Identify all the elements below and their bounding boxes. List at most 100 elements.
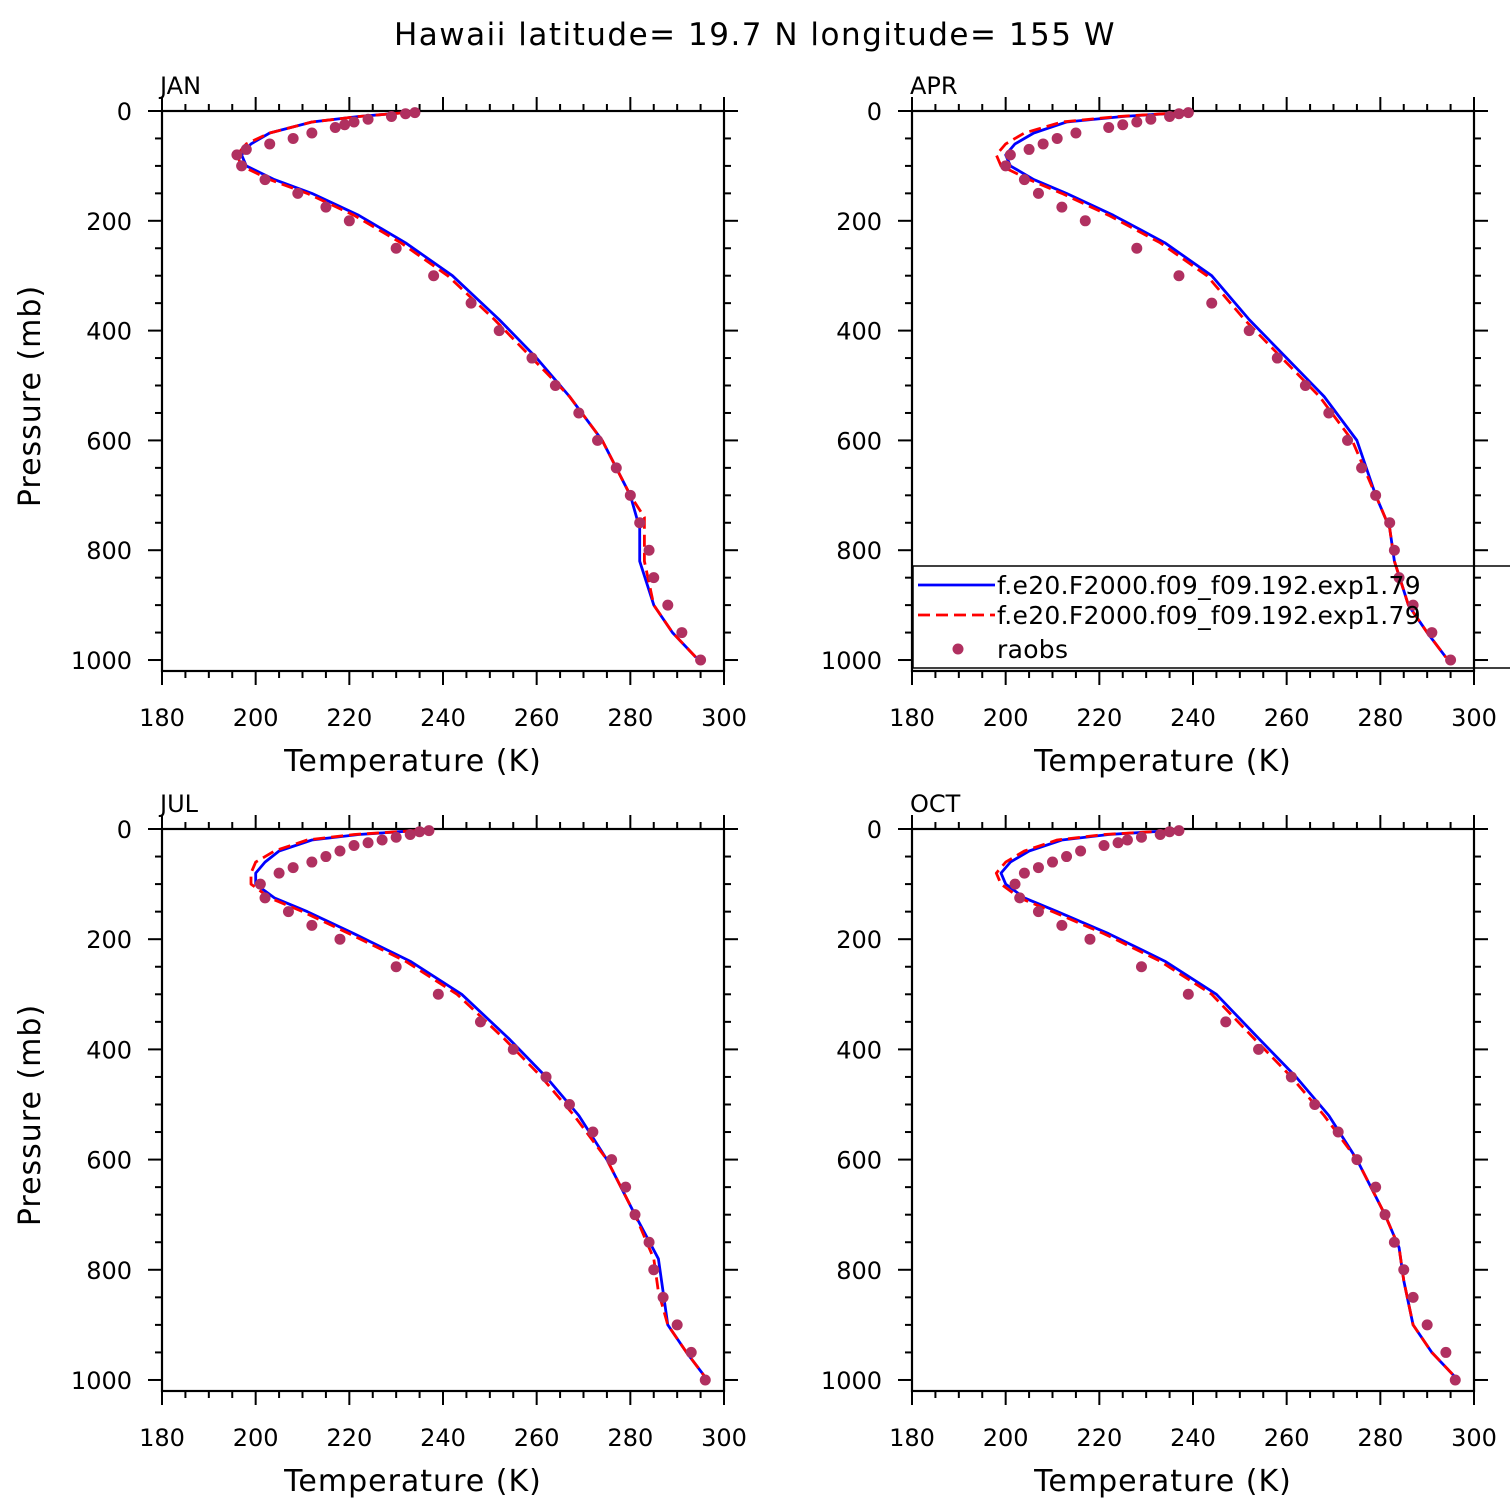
plot-frame — [160, 109, 726, 673]
panel-label: OCT — [910, 790, 961, 818]
raobs-point — [1014, 892, 1026, 904]
raobs-point — [1342, 434, 1354, 446]
chart-panel-jul: JUL 180 200 220 240 260 280 300 0 200 400 600 800 100… — [13, 790, 747, 1499]
x-tick-label: 200 — [983, 1424, 1029, 1452]
raobs-point — [1075, 845, 1087, 857]
raobs-point — [526, 352, 538, 364]
raobs-point — [1131, 242, 1143, 254]
raobs-point — [1018, 867, 1030, 879]
raobs-point — [1135, 831, 1147, 843]
raobs-point — [549, 380, 561, 392]
raobs-point — [1271, 352, 1283, 364]
series-line-dashed — [994, 829, 1457, 1379]
raobs-point — [254, 878, 266, 890]
plot-frame — [910, 827, 1476, 1393]
raobs-point — [493, 325, 505, 337]
y-tick-label: 1000 — [821, 647, 882, 675]
raobs-point — [606, 1154, 618, 1166]
x-tick-label: 220 — [326, 704, 372, 732]
series-line-dashed — [235, 111, 697, 659]
raobs-point — [339, 119, 351, 131]
raobs-point — [563, 1098, 575, 1110]
panel-label: APR — [910, 72, 958, 100]
raobs-point — [662, 599, 674, 611]
raobs-point — [259, 892, 271, 904]
x-tick-label: 280 — [1357, 1424, 1403, 1452]
x-tick-label: 260 — [514, 1424, 560, 1452]
x-tick-label: 260 — [1264, 704, 1310, 732]
raobs-point — [699, 1374, 711, 1386]
raobs-point — [1135, 961, 1147, 973]
raobs-point — [1323, 407, 1335, 419]
raobs-point — [643, 1236, 655, 1248]
raobs-point — [287, 862, 299, 874]
raobs-point — [329, 121, 341, 133]
data-area — [231, 107, 707, 666]
raobs-point — [1112, 837, 1124, 849]
raobs-point — [390, 831, 402, 843]
raobs-point — [465, 297, 477, 309]
legend-label: f.e20.F2000.f09_f09.192.exp1.79 — [997, 571, 1421, 600]
x-tick-label: 240 — [1170, 1424, 1216, 1452]
raobs-point — [1220, 1016, 1232, 1028]
raobs-point — [1032, 862, 1044, 874]
raobs-point — [629, 1209, 641, 1221]
raobs-point — [1084, 933, 1096, 945]
series-line-dashed — [994, 111, 1448, 659]
raobs-point — [404, 829, 416, 841]
raobs-point — [587, 1126, 599, 1138]
raobs-point — [1018, 174, 1030, 186]
raobs-point — [1388, 1236, 1400, 1248]
raobs-point — [685, 1346, 697, 1358]
raobs-point — [634, 517, 646, 529]
raobs-point — [1388, 544, 1400, 556]
raobs-point — [676, 627, 688, 639]
raobs-point — [648, 1264, 660, 1276]
raobs-point — [390, 242, 402, 254]
raobs-point — [1440, 1346, 1452, 1358]
legend-marker — [952, 643, 964, 655]
raobs-point — [1398, 1264, 1410, 1276]
x-tick-label: 180 — [139, 1424, 185, 1452]
x-tick-label: 220 — [1076, 704, 1122, 732]
raobs-point — [414, 826, 426, 838]
raobs-point — [376, 834, 388, 846]
chart-panel-jan: JAN 180 200 220 240 260 280 300 0 200 400 600 800 100… — [13, 72, 747, 779]
legend-entry: f.e20.F2000.f09_f09.192.exp1.79 — [918, 601, 1421, 630]
raobs-point — [1332, 1126, 1344, 1138]
x-tick-label: 260 — [1264, 1424, 1310, 1452]
figure-title: Hawaii latitude= 19.7 N longitude= 155 W — [394, 17, 1116, 53]
raobs-point — [1206, 297, 1218, 309]
raobs-point — [1309, 1098, 1321, 1110]
raobs-point — [1009, 878, 1021, 890]
raobs-point — [540, 1071, 552, 1083]
raobs-point — [1370, 1181, 1382, 1193]
raobs-point — [282, 906, 294, 918]
y-tick-label: 800 — [836, 1257, 882, 1285]
x-tick-label: 260 — [514, 704, 560, 732]
y-tick-label: 400 — [836, 318, 882, 346]
raobs-point — [1056, 201, 1068, 213]
y-tick-label: 600 — [836, 427, 882, 455]
plot-frame — [160, 827, 726, 1393]
raobs-point — [1351, 1154, 1363, 1166]
raobs-point — [1047, 856, 1058, 868]
raobs-point — [573, 407, 585, 419]
raobs-point — [306, 919, 318, 931]
raobs-point — [1299, 380, 1311, 392]
raobs-point — [1103, 121, 1115, 133]
x-tick-label: 300 — [701, 704, 747, 732]
legend-entry: raobs — [952, 635, 1068, 664]
data-area — [249, 825, 711, 1386]
x-tick-label: 280 — [1357, 704, 1403, 732]
series-line-solid — [999, 829, 1457, 1379]
raobs-point — [334, 933, 346, 945]
raobs-point — [1032, 906, 1044, 918]
raobs-point — [362, 113, 374, 125]
panel-label: JAN — [158, 72, 201, 100]
raobs-point — [507, 1043, 519, 1055]
y-tick-label: 400 — [86, 1036, 132, 1064]
x-tick-label: 200 — [983, 704, 1029, 732]
raobs-point — [1356, 462, 1368, 474]
raobs-point — [264, 138, 276, 150]
